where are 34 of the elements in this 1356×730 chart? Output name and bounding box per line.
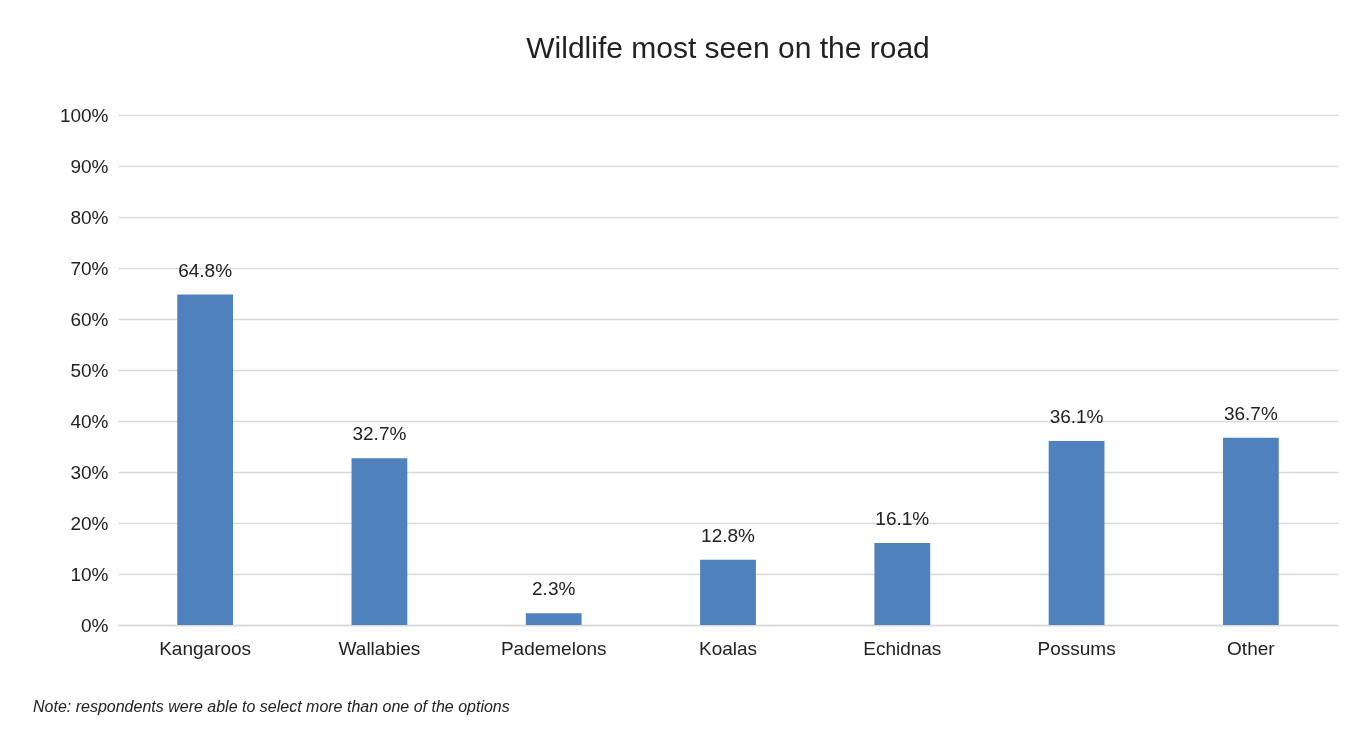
bar [1222,437,1279,625]
x-tick-label: Koalas [698,637,758,659]
y-tick-label: 20% [70,512,109,534]
x-tick-label: Pademelons [500,637,607,659]
y-tick-label: 60% [70,308,109,330]
data-label: 16.1% [875,507,930,529]
data-label: 12.8% [701,524,756,546]
x-tick-label: Kangaroos [159,637,252,659]
y-tick-label: 0% [81,614,109,636]
bar [525,613,582,625]
chart-title: Wildlife most seen on the road [526,31,930,64]
data-label: 36.7% [1223,402,1278,424]
bar [874,542,931,625]
y-tick-label: 30% [70,461,109,483]
x-tick-label: Possums [1037,637,1116,659]
bar [700,559,756,625]
y-tick-label: 70% [70,257,109,279]
bar [1048,440,1105,625]
bar [177,294,234,625]
bar [351,458,408,625]
y-tick-label: 50% [70,359,109,381]
y-tick-label: 10% [70,563,109,585]
data-label: 2.3% [532,578,576,600]
x-tick-label: Echidnas [863,637,942,659]
y-tick-label: 90% [70,155,109,177]
data-label: 32.7% [352,423,407,445]
text: Note: respondents were able to select more than one of the options [33,698,510,715]
x-tick-label: Other [1227,637,1276,659]
x-tick-label: Wallabies [338,637,421,659]
data-label: 36.1% [1049,405,1104,427]
y-tick-label: 100% [59,104,109,126]
data-label: 64.8% [178,259,233,281]
y-tick-label: 80% [70,206,109,228]
y-tick-label: 40% [70,410,109,432]
